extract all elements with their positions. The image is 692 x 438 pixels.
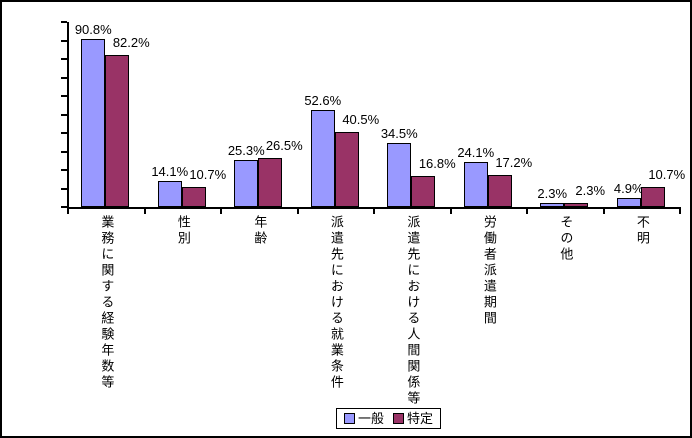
category-label: 年齢 (252, 215, 268, 247)
bar (487, 175, 512, 207)
value-label: 2.3% (537, 185, 568, 201)
x-axis (67, 207, 681, 209)
y-axis-tick (61, 132, 67, 134)
y-axis-tick (61, 150, 67, 153)
x-axis-tick (296, 209, 299, 214)
bar (387, 143, 412, 207)
value-label: 10.7% (648, 167, 686, 183)
x-axis-tick (143, 209, 146, 214)
bar (258, 157, 283, 207)
x-axis-tick (449, 209, 452, 214)
value-label: 34.5% (380, 126, 418, 142)
value-label: 2.3% (575, 182, 606, 198)
bar (334, 132, 359, 207)
legend-swatch (344, 413, 355, 424)
value-label: 14.1% (151, 163, 189, 179)
category-label: 業務に関する経験年数等 (99, 215, 115, 391)
value-label: 24.1% (457, 145, 495, 161)
value-label: 4.9% (613, 180, 644, 196)
y-axis-tick (61, 113, 67, 116)
y-axis (67, 22, 69, 209)
value-label: 52.6% (304, 92, 342, 108)
category-label: 労働者派遣期間 (481, 215, 497, 327)
legend: 一般 特定 (336, 408, 442, 429)
value-label: 82.2% (112, 34, 150, 50)
y-axis-tick (61, 206, 67, 208)
bar (564, 202, 589, 207)
y-axis-tick (61, 39, 67, 42)
category-label: 不明 (634, 215, 650, 247)
value-label: 16.8% (418, 155, 456, 171)
category-label: 派遣先における人間関係等 (405, 215, 421, 407)
y-axis-tick (61, 21, 67, 23)
bar (411, 175, 436, 207)
bar (81, 39, 106, 207)
value-label: 26.5% (265, 137, 303, 153)
x-axis-tick (602, 209, 605, 214)
bar (616, 197, 641, 207)
value-label: 17.2% (495, 155, 533, 171)
legend-item: 一般 (344, 412, 384, 425)
bar (310, 109, 335, 207)
y-axis-tick (61, 187, 67, 190)
bar (234, 160, 259, 207)
bar (181, 187, 206, 207)
category-label: 派遣先における就業条件 (328, 215, 344, 391)
x-axis-tick (220, 209, 222, 214)
y-axis-tick (61, 76, 67, 79)
legend-swatch (393, 413, 405, 424)
value-label: 90.8% (74, 22, 112, 38)
value-label: 25.3% (227, 143, 265, 159)
bar (640, 187, 665, 207)
x-axis-tick (526, 209, 528, 214)
legend-label: 特定 (407, 411, 434, 426)
bar (463, 162, 488, 207)
value-label: 40.5% (342, 112, 380, 128)
legend-label: 一般 (358, 411, 385, 426)
bar (157, 180, 182, 207)
bar (105, 54, 130, 207)
x-axis-tick (679, 209, 681, 214)
category-label: その他 (558, 215, 574, 263)
legend-item: 特定 (393, 412, 433, 425)
x-axis-tick (67, 209, 69, 214)
bar (540, 202, 565, 207)
y-axis-tick (61, 58, 67, 60)
y-axis-tick (61, 169, 67, 171)
x-axis-tick (373, 209, 375, 214)
y-axis-tick (61, 95, 67, 97)
value-label: 10.7% (189, 167, 227, 183)
category-label: 性別 (175, 215, 191, 247)
